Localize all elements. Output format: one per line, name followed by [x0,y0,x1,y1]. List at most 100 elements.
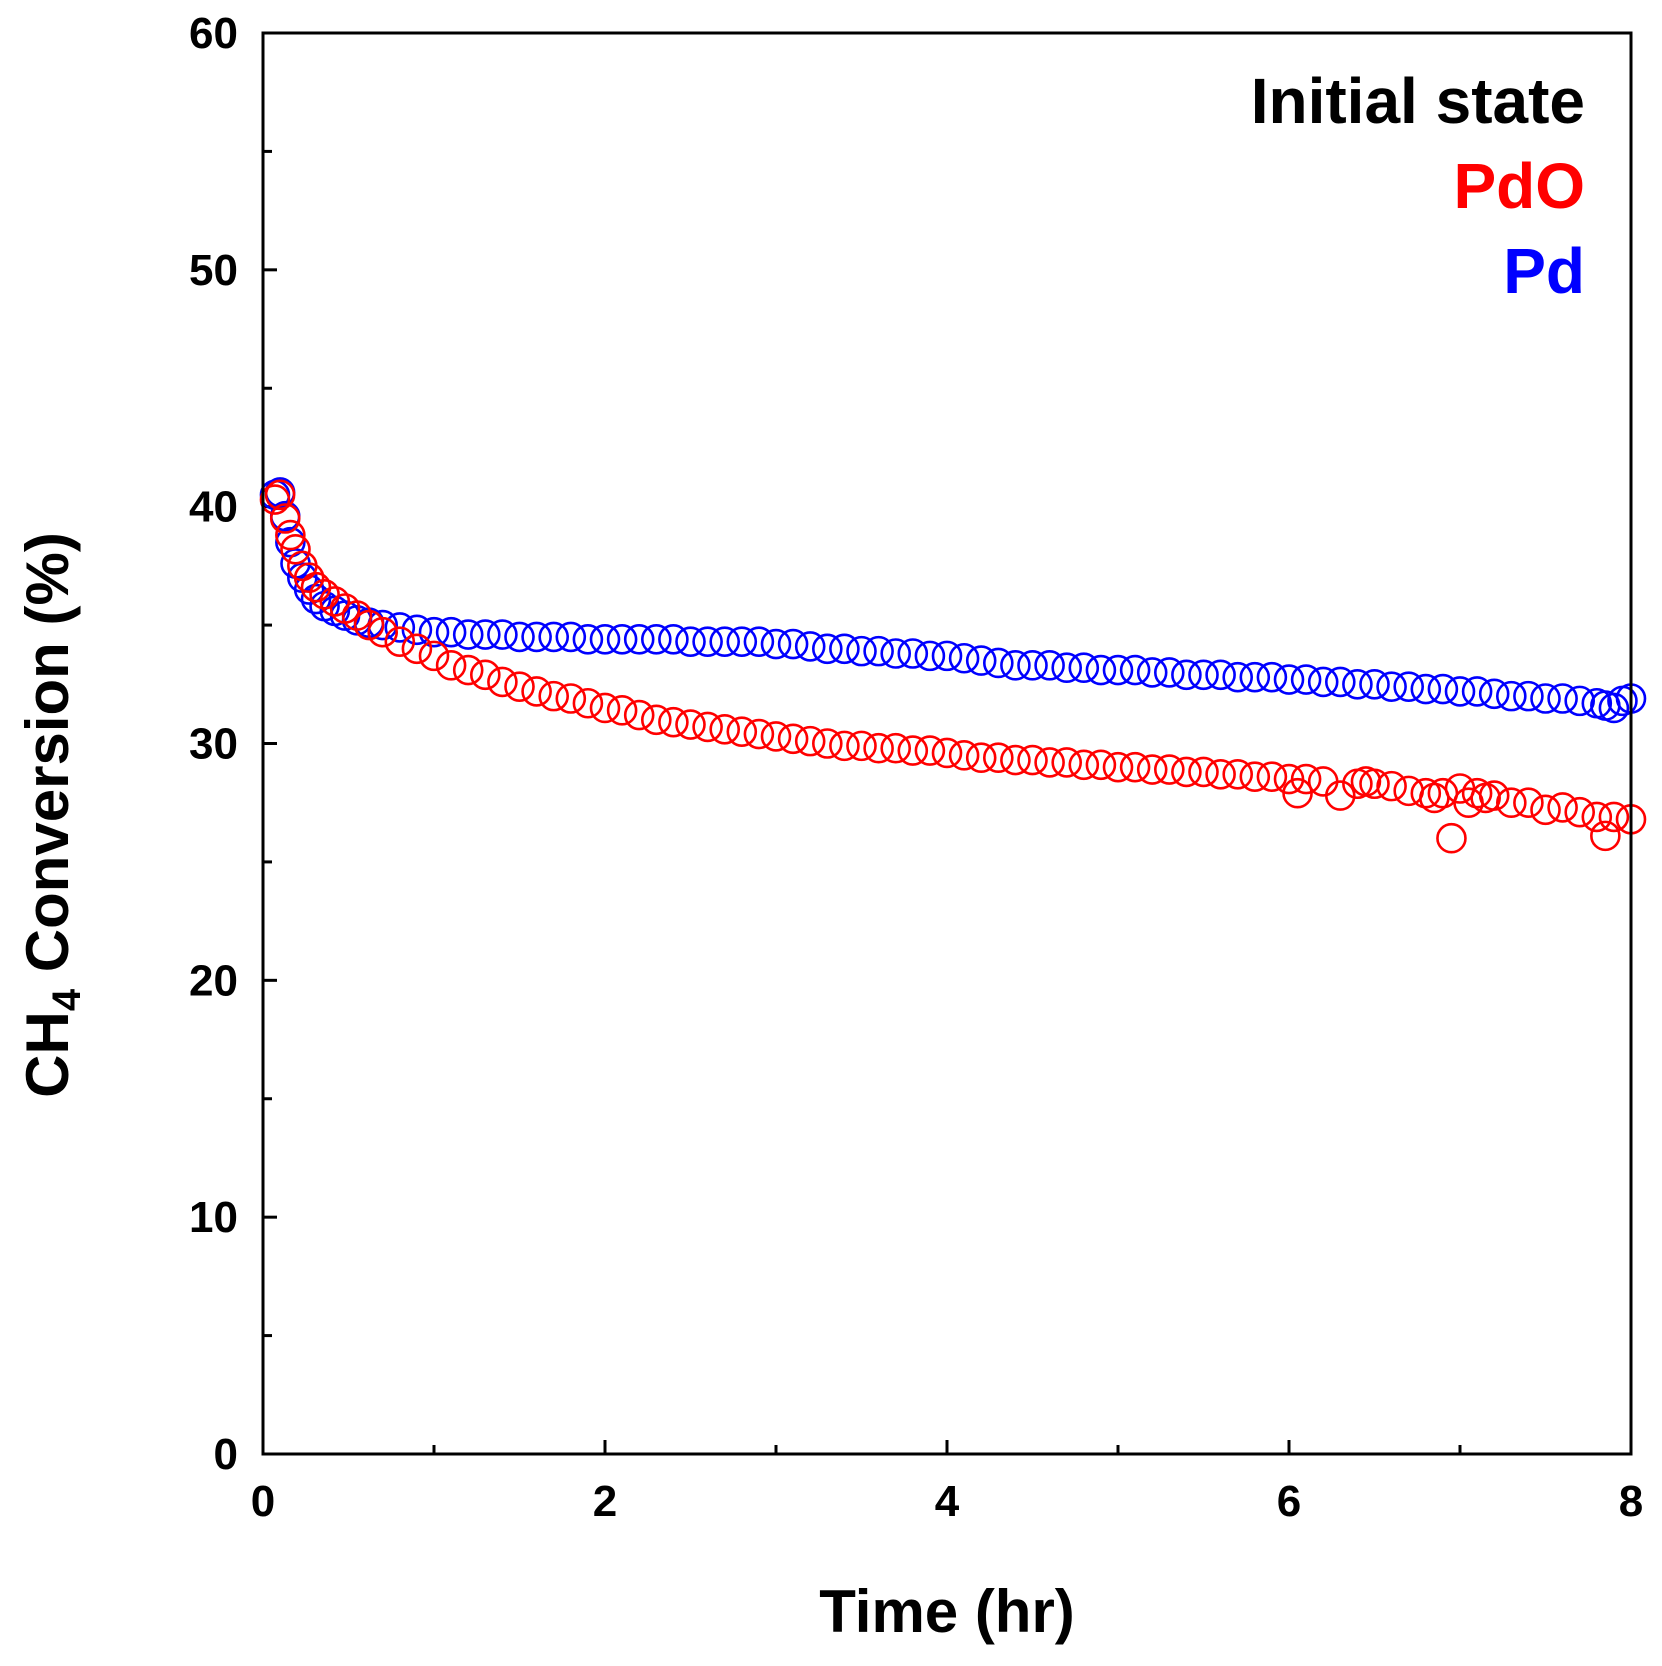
data-point-pd [658,623,689,655]
series-pd [259,477,1647,724]
y-axis-title-subscript: 4 [45,988,89,1011]
data-point-pd [275,526,306,558]
data-point-pd [487,619,518,650]
y-tick-label: 10 [189,1193,238,1242]
data-point-pd [1136,657,1168,688]
data-point-pdo [931,737,963,769]
y-axis-title-main: CH [14,1011,81,1098]
data-point-pdo [1017,744,1048,776]
data-point-pd [469,619,501,650]
data-point-pd [1444,676,1476,707]
data-point-pd [777,628,809,660]
data-point-pd [1205,659,1236,691]
data-point-pd [692,626,723,657]
data-point-pdo [293,562,325,594]
x-tick-label: 2 [593,1477,617,1526]
x-tick-label: 8 [1619,1477,1643,1526]
data-point-pdo [572,687,604,719]
data-point-pd [1376,671,1407,702]
data-point-pdo [1376,770,1407,802]
data-point-pdo [863,732,894,764]
data-point-pdo [1359,768,1390,800]
data-point-pd [982,647,1014,679]
data-point-pdo [435,650,467,681]
data-point-pdo [692,711,723,743]
data-point-pdo [897,735,929,766]
data-point-pd [1427,673,1459,705]
data-point-pdo [1325,780,1356,811]
data-point-pd [1273,664,1305,695]
y-tick-label: 50 [189,246,238,295]
axis-ticks [261,31,1633,1456]
data-point-pdo [726,716,758,747]
x-tick-label: 4 [935,1477,960,1526]
data-point-pd [1461,676,1493,707]
data-point-pd [1478,678,1510,710]
data-point-pdo [914,735,946,766]
data-point-pdo [1034,747,1065,778]
data-point-pd [931,640,963,672]
data-point-pdo [469,659,501,691]
data-point-pd [1547,683,1578,714]
data-point-pd [1513,680,1544,712]
data-point-pd [1239,661,1271,693]
data-point-pdo [555,683,587,714]
data-point-pdo [1598,801,1630,833]
data-point-pd [1017,650,1048,681]
data-point-pd [897,638,929,669]
data-point-pdo [1222,758,1253,790]
data-point-pd [863,635,894,667]
legend-entry-pdo: PdO [1453,150,1585,222]
data-point-pdo [1290,763,1322,795]
data-point-pdo [1564,796,1595,828]
data-point-pdo [658,706,689,738]
data-point-pd [760,628,792,660]
data-point-pdo [794,725,826,757]
data-point-pdo [606,695,638,726]
data-point-pdo [521,676,552,707]
data-point-pdo [1530,794,1561,826]
data-point-pdo [1461,777,1493,809]
y-axis-title-rest: Conversion (%) [14,532,81,989]
data-point-pd [794,631,826,662]
data-point-pdo [384,626,416,657]
data-point-pdo [1436,822,1467,854]
data-point-pdo [675,709,706,740]
data-point-pdo [259,484,291,515]
plot-frame [261,31,1633,1456]
data-point-pdo [1102,751,1134,783]
data-point-pdo [829,730,860,762]
data-point-pd [1154,657,1185,688]
data-point-pd [948,642,980,674]
svg-text:CH4 Conversion (%): CH4 Conversion (%) [14,532,89,1098]
x-tick-label: 0 [251,1477,275,1526]
data-point-pdo [309,578,340,610]
data-point-pdo [760,721,792,752]
series-pdo [259,479,1647,854]
y-axis-title: CH4 Conversion (%) [14,532,89,1098]
data-point-pd [1188,659,1219,691]
data-point-pd [418,616,450,648]
data-point-pdo [1307,766,1339,797]
data-point-pd [555,621,587,653]
x-tick-label: 6 [1277,1477,1301,1526]
data-point-pdo [275,519,306,551]
data-point-pdo [1000,744,1031,776]
data-point-pd [623,623,655,655]
data-point-pdo [353,609,385,641]
data-point-pdo [982,742,1014,774]
data-point-pdo [1136,754,1168,785]
data-point-pdo [1205,758,1236,790]
data-point-pdo [504,671,535,702]
data-point-pd [675,626,706,657]
data-point-pd [811,633,843,665]
data-point-pd [1000,650,1031,681]
data-point-pd [1290,664,1322,695]
data-point-pd [880,638,912,669]
data-point-pd [1342,668,1373,700]
data-point-pd [1222,661,1253,693]
data-series [259,477,1647,854]
data-point-pdo [1513,787,1544,819]
data-point-pd [384,612,416,643]
x-axis-title: Time (hr) [819,1578,1075,1645]
